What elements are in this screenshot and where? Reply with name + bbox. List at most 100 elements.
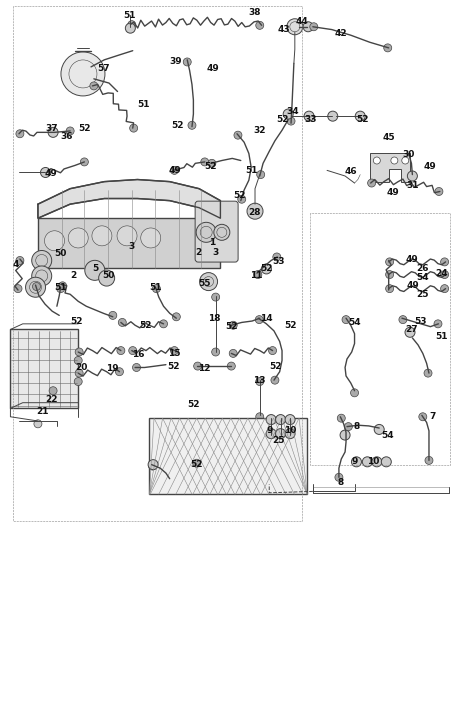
Polygon shape <box>10 329 78 408</box>
Circle shape <box>275 415 286 425</box>
Circle shape <box>214 225 230 240</box>
Text: 53: 53 <box>273 258 285 266</box>
Circle shape <box>66 127 74 135</box>
FancyBboxPatch shape <box>195 201 238 262</box>
Text: 8: 8 <box>353 422 360 431</box>
Circle shape <box>238 195 246 203</box>
Circle shape <box>285 415 295 425</box>
Circle shape <box>16 256 24 265</box>
Circle shape <box>351 457 362 467</box>
Text: 12: 12 <box>199 365 211 373</box>
Circle shape <box>303 22 313 32</box>
Circle shape <box>435 187 443 196</box>
Circle shape <box>130 124 137 132</box>
Text: 52: 52 <box>270 362 282 370</box>
Text: 20: 20 <box>75 363 88 372</box>
Text: 52: 52 <box>167 362 179 370</box>
Circle shape <box>228 362 235 370</box>
Circle shape <box>271 376 279 384</box>
Circle shape <box>386 270 393 279</box>
Circle shape <box>304 111 314 121</box>
Text: 38: 38 <box>249 8 261 17</box>
Text: 30: 30 <box>402 151 415 159</box>
Circle shape <box>351 389 358 397</box>
Circle shape <box>61 52 105 96</box>
Text: 10: 10 <box>284 427 296 435</box>
Circle shape <box>229 321 237 329</box>
Circle shape <box>256 377 264 386</box>
Bar <box>149 418 307 494</box>
Circle shape <box>424 369 432 377</box>
Circle shape <box>342 315 350 324</box>
Circle shape <box>256 21 264 30</box>
Circle shape <box>59 282 66 290</box>
Circle shape <box>425 456 433 465</box>
Circle shape <box>200 272 218 291</box>
Circle shape <box>33 282 40 291</box>
Text: 46: 46 <box>345 168 357 176</box>
Text: 15: 15 <box>168 349 181 358</box>
Text: 14: 14 <box>260 314 273 322</box>
Circle shape <box>57 284 64 293</box>
Text: 52: 52 <box>140 321 152 329</box>
Text: 52: 52 <box>276 115 289 124</box>
Text: 39: 39 <box>169 58 182 66</box>
Text: 50: 50 <box>102 272 114 280</box>
Circle shape <box>125 23 136 33</box>
Circle shape <box>141 228 161 248</box>
Text: 49: 49 <box>407 282 419 290</box>
Text: 54: 54 <box>382 431 394 439</box>
Circle shape <box>196 222 216 242</box>
Circle shape <box>212 293 219 301</box>
Circle shape <box>117 226 137 246</box>
Text: 27: 27 <box>405 325 418 334</box>
Circle shape <box>90 82 98 90</box>
Circle shape <box>374 157 380 164</box>
Text: 5: 5 <box>92 265 99 273</box>
Circle shape <box>183 58 191 66</box>
Text: 52: 52 <box>71 317 83 325</box>
Text: 49: 49 <box>207 65 219 73</box>
Circle shape <box>116 367 123 376</box>
Text: 45: 45 <box>383 134 395 142</box>
Circle shape <box>40 168 51 177</box>
Circle shape <box>171 346 178 355</box>
Circle shape <box>34 420 42 428</box>
Circle shape <box>283 109 293 119</box>
Circle shape <box>201 158 209 166</box>
Circle shape <box>74 377 82 386</box>
Text: 57: 57 <box>97 65 109 73</box>
Circle shape <box>399 315 407 324</box>
Text: 2: 2 <box>70 272 77 280</box>
Text: 51: 51 <box>137 100 149 108</box>
Text: 3: 3 <box>128 242 135 251</box>
Polygon shape <box>38 180 220 218</box>
Circle shape <box>269 346 276 355</box>
Circle shape <box>310 23 318 31</box>
Circle shape <box>153 284 160 293</box>
Circle shape <box>75 369 83 377</box>
Circle shape <box>368 179 375 187</box>
Circle shape <box>441 258 448 266</box>
Circle shape <box>402 157 409 164</box>
Circle shape <box>266 429 276 439</box>
Text: 43: 43 <box>277 25 290 34</box>
Text: 19: 19 <box>107 365 119 373</box>
Circle shape <box>405 327 415 337</box>
Text: 18: 18 <box>208 314 220 322</box>
Text: 44: 44 <box>296 17 308 25</box>
Circle shape <box>85 260 105 280</box>
Circle shape <box>32 251 52 270</box>
Circle shape <box>256 413 264 421</box>
Text: 49: 49 <box>386 189 399 197</box>
Circle shape <box>129 346 137 355</box>
Text: 28: 28 <box>248 208 260 217</box>
Circle shape <box>208 159 216 168</box>
Text: 51: 51 <box>55 283 67 291</box>
Circle shape <box>254 270 262 279</box>
Circle shape <box>171 166 178 175</box>
Text: 24: 24 <box>436 269 448 277</box>
Circle shape <box>287 19 303 34</box>
Circle shape <box>261 264 272 274</box>
Circle shape <box>229 349 237 358</box>
